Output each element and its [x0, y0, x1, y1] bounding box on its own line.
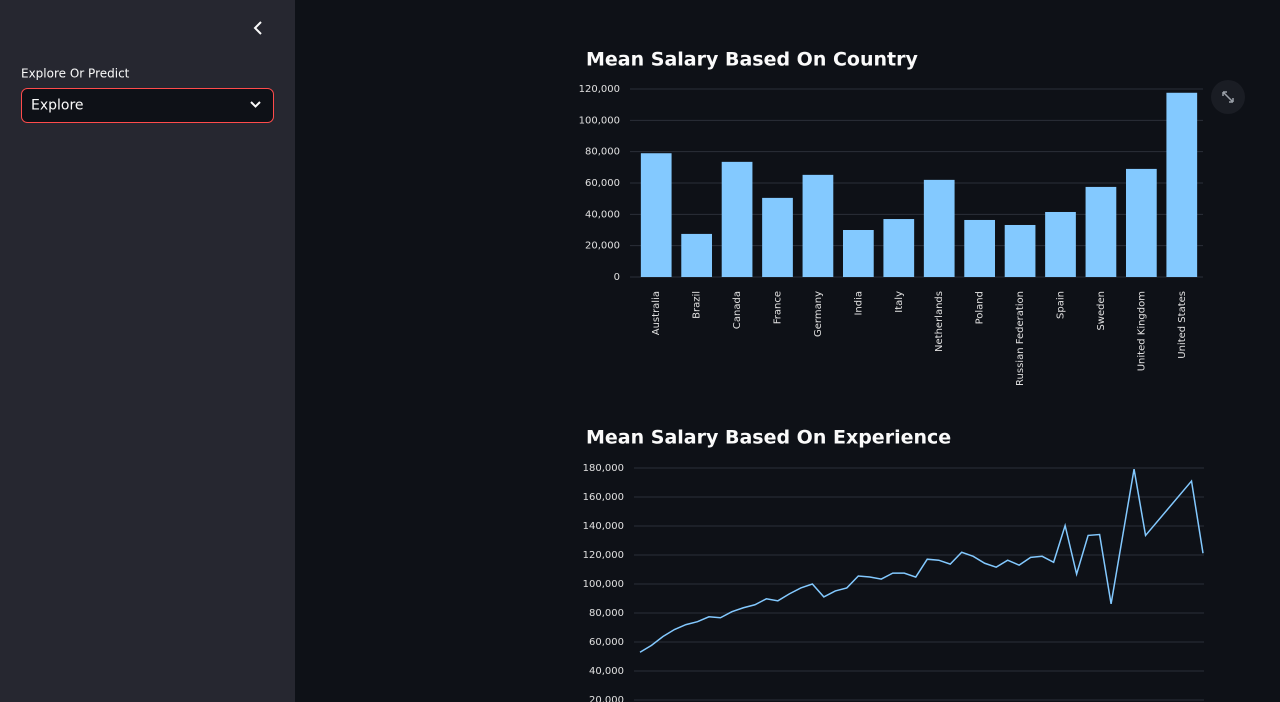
x-tick-label: Brazil — [692, 291, 703, 319]
x-tick-label: Netherlands — [934, 291, 945, 352]
y-tick-label: 140,000 — [583, 521, 624, 532]
y-tick-label: 20,000 — [585, 241, 620, 252]
y-tick-label: 100,000 — [583, 579, 624, 590]
bar — [1166, 92, 1198, 277]
bar — [883, 219, 915, 277]
y-tick-label: 60,000 — [585, 178, 620, 189]
x-tick-label: Italy — [894, 291, 905, 313]
y-tick-label: 80,000 — [589, 608, 624, 619]
line-series — [639, 469, 1204, 653]
x-tick-label: India — [853, 291, 864, 316]
bar — [1085, 186, 1117, 277]
select-label: Explore Or Predict — [21, 67, 130, 81]
select-arrow — [250, 101, 261, 108]
bar — [640, 153, 672, 277]
y-tick-label: 20,000 — [589, 695, 624, 702]
select-value: Explore — [31, 98, 84, 114]
chart-title: Mean Salary Based On Country — [586, 49, 918, 71]
x-tick-label: Russian Federation — [1015, 291, 1026, 386]
bar — [964, 219, 996, 277]
select-box[interactable] — [21, 88, 274, 123]
x-tick-label: United States — [1177, 291, 1188, 359]
x-tick-label: Sweden — [1096, 291, 1107, 331]
y-tick-label: 0 — [614, 272, 620, 283]
chart-title: Mean Salary Based On Experience — [586, 427, 951, 449]
bar — [842, 230, 874, 277]
y-tick-label: 120,000 — [579, 84, 620, 95]
y-tick-label: 160,000 — [583, 492, 624, 503]
bar — [1125, 168, 1157, 277]
y-tick-label: 180,000 — [583, 463, 624, 474]
bar — [681, 233, 713, 277]
x-tick-label: Poland — [975, 291, 986, 324]
x-tick-label: Canada — [732, 291, 743, 329]
x-tick-label: Spain — [1056, 291, 1067, 319]
x-tick-label: Germany — [813, 291, 824, 337]
y-tick-label: 40,000 — [585, 209, 620, 220]
x-tick-label: United Kingdom — [1136, 291, 1147, 371]
collapse-button[interactable] — [253, 21, 262, 35]
bar — [923, 179, 955, 277]
bar — [762, 197, 793, 277]
x-tick-label: Australia — [651, 291, 662, 335]
bar — [721, 161, 753, 277]
x-tick-label: France — [773, 291, 784, 324]
y-tick-label: 80,000 — [585, 147, 620, 158]
bar — [1004, 224, 1036, 277]
y-tick-label: 40,000 — [589, 666, 624, 677]
y-tick-label: 120,000 — [583, 550, 624, 561]
fullscreen-icon — [1222, 91, 1234, 103]
bar — [1045, 211, 1076, 277]
bar — [802, 174, 834, 277]
y-tick-label: 60,000 — [589, 637, 624, 648]
y-tick-label: 100,000 — [579, 115, 620, 126]
